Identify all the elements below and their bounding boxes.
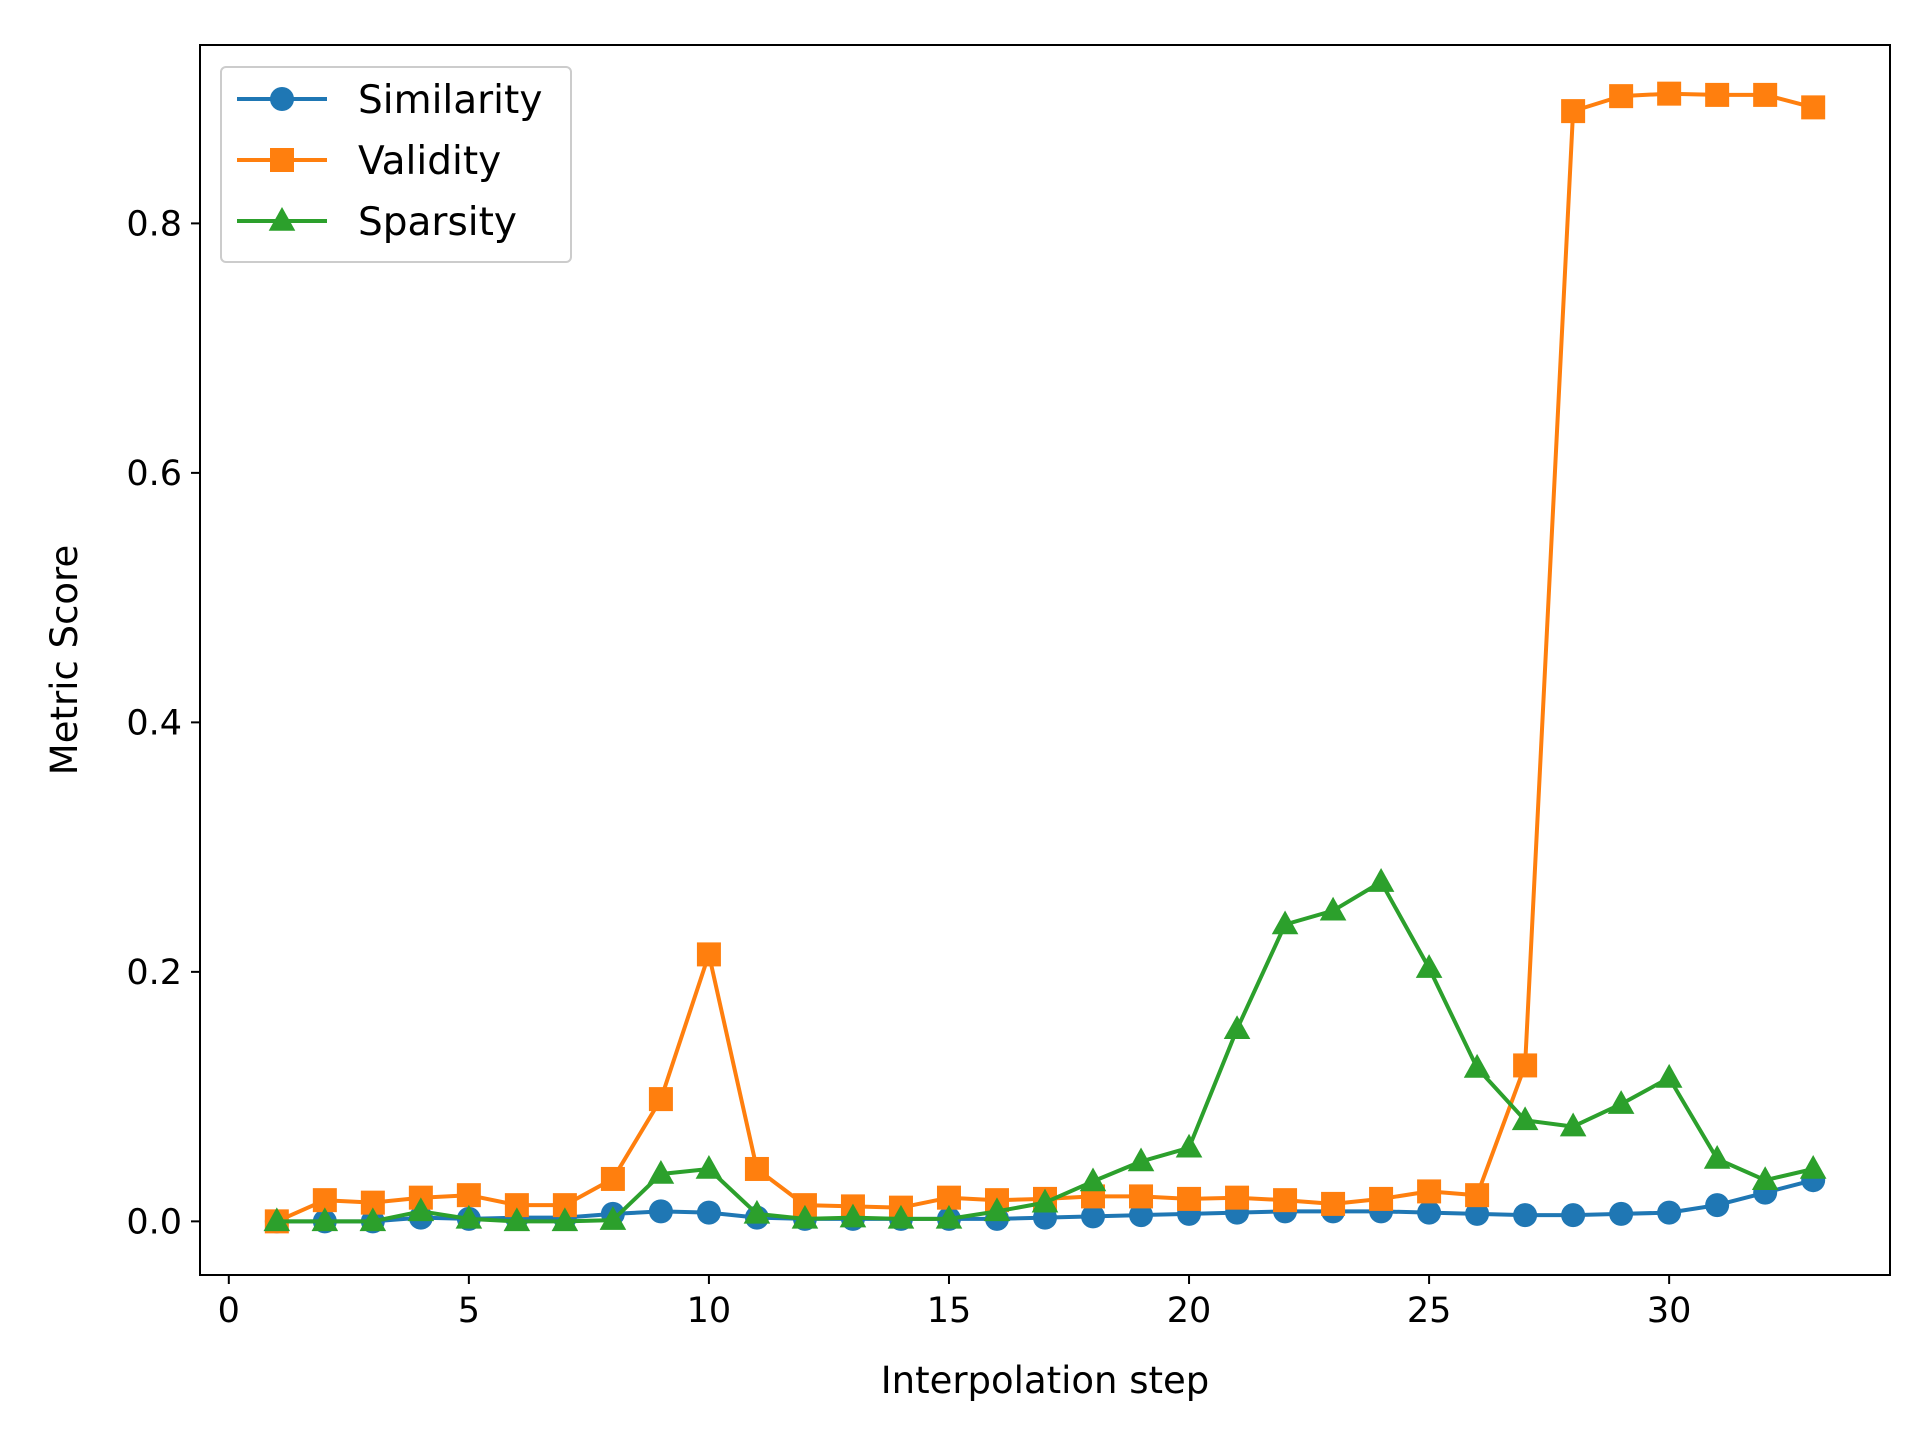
validity-point <box>744 1156 769 1181</box>
series-sparsity <box>263 868 1827 1232</box>
similarity-point <box>1561 1203 1586 1228</box>
x-tick-label: 30 <box>1647 1291 1692 1331</box>
x-tick-label: 5 <box>458 1291 480 1331</box>
similarity-point <box>648 1199 673 1224</box>
x-tick-label: 10 <box>687 1291 732 1331</box>
x-tick-label: 25 <box>1407 1291 1452 1331</box>
y-tick-label: 0.0 <box>126 1202 182 1242</box>
validity-point <box>1657 81 1682 106</box>
validity-point <box>648 1087 673 1112</box>
validity-point <box>1129 1184 1154 1209</box>
sparsity-point <box>1511 1106 1539 1131</box>
sparsity-point <box>839 1203 867 1228</box>
validity-point <box>696 942 721 967</box>
sparsity-point <box>1223 1015 1251 1040</box>
sparsity-point <box>407 1197 435 1222</box>
ticks-layer: 0 5 10 15 20 25 30 0.0 0.2 0.4 0.6 0.8 <box>126 204 1691 1331</box>
similarity-point <box>1417 1200 1442 1225</box>
similarity-point <box>1609 1201 1634 1226</box>
sparsity-point <box>1175 1133 1203 1158</box>
legend-frame <box>220 66 572 263</box>
legend-validity-marker <box>270 148 294 172</box>
similarity-point <box>1657 1200 1682 1225</box>
y-tick-label: 0.4 <box>126 703 182 743</box>
sparsity-point <box>743 1199 771 1224</box>
legend-validity-label: Validity <box>358 139 501 184</box>
sparsity-point <box>887 1204 915 1229</box>
validity-point <box>600 1166 625 1191</box>
series-layer <box>263 81 1827 1234</box>
validity-point <box>1561 99 1586 124</box>
validity-point <box>1369 1186 1394 1211</box>
y-tick-label: 0.6 <box>126 454 182 494</box>
sparsity-point <box>1415 954 1443 978</box>
sparsity-point <box>1799 1154 1827 1179</box>
y-tick-label: 0.2 <box>126 953 182 993</box>
sparsity-point <box>551 1207 579 1232</box>
similarity-point <box>1465 1201 1490 1226</box>
plot-frame <box>199 44 1891 1276</box>
validity-point <box>1225 1185 1250 1210</box>
validity-point <box>456 1183 481 1208</box>
legend-sparsity-marker <box>268 207 296 231</box>
x-axis-label: Interpolation step <box>881 1359 1210 1402</box>
y-axis-label: Metric Score <box>43 545 86 775</box>
validity-point <box>1417 1179 1442 1204</box>
similarity-point <box>1705 1193 1730 1218</box>
sparsity-point <box>1559 1112 1587 1137</box>
similarity-point <box>1129 1203 1154 1228</box>
sparsity-point <box>647 1159 675 1184</box>
y-tick-label: 0.8 <box>126 204 182 244</box>
x-tick-label: 0 <box>218 1291 240 1331</box>
sparsity-point <box>1031 1188 1059 1213</box>
sparsity-point <box>983 1197 1011 1222</box>
x-tick-label: 20 <box>1167 1291 1212 1331</box>
sparsity-point <box>1319 896 1347 921</box>
sparsity-point <box>935 1204 963 1229</box>
sparsity-point <box>1607 1090 1635 1114</box>
validity-point <box>1321 1191 1346 1216</box>
sparsity-point <box>695 1154 723 1179</box>
sparsity-point <box>1655 1063 1683 1088</box>
legend-similarity-marker <box>270 87 294 111</box>
sparsity-point <box>503 1207 531 1232</box>
sparsity-point <box>791 1204 819 1229</box>
sparsity-point <box>359 1207 387 1232</box>
similarity-point <box>1081 1204 1106 1229</box>
validity-point <box>1753 82 1778 107</box>
validity-point <box>1705 82 1730 107</box>
sparsity-point <box>263 1207 291 1232</box>
validity-point <box>1801 95 1826 120</box>
sparsity-point <box>1367 868 1395 892</box>
legend-similarity-label: Similarity <box>358 78 542 123</box>
similarity-point <box>1513 1203 1538 1228</box>
sparsity-point <box>1751 1166 1779 1190</box>
x-tick-label: 15 <box>927 1291 972 1331</box>
sparsity-point <box>455 1204 483 1229</box>
validity-point <box>1609 84 1634 109</box>
sparsity-point <box>1127 1147 1155 1172</box>
legend-sparsity-label: Sparsity <box>358 200 517 245</box>
validity-point <box>1273 1188 1298 1213</box>
sparsity-point <box>1079 1167 1107 1192</box>
similarity-point <box>696 1200 721 1225</box>
sparsity-point <box>1271 910 1299 935</box>
validity-point <box>1465 1183 1490 1208</box>
sparsity-point <box>1703 1144 1731 1169</box>
validity-point <box>1513 1053 1538 1078</box>
sparsity-point <box>311 1207 339 1232</box>
sparsity-point <box>599 1206 627 1230</box>
legend: Similarity Validity Sparsity <box>220 66 572 263</box>
sparsity-point <box>1463 1053 1491 1078</box>
validity-point <box>1177 1186 1202 1211</box>
